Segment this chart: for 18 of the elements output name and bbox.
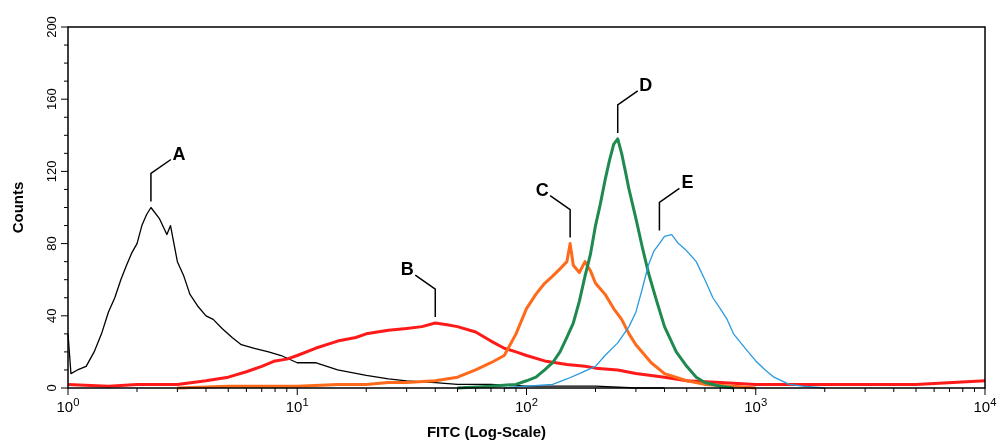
y-tick-label: 80 <box>44 236 59 251</box>
y-tick-label: 200 <box>44 16 59 38</box>
annotation: A <box>172 143 186 164</box>
x-tick-label: 10$^{3}$ <box>744 396 768 415</box>
x-tick-label: 10$^{1}$ <box>285 396 309 415</box>
x-tick-label: 10$^{2}$ <box>515 396 538 415</box>
y-tick-label: 0 <box>44 384 59 392</box>
y-tick-label: 120 <box>44 160 59 183</box>
annotation: C <box>535 179 549 200</box>
x-axis-title: FITC (Log-Scale) <box>426 423 547 440</box>
x-tick-label: 10$^{0}$ <box>56 396 80 415</box>
y-tick-label: 160 <box>44 88 59 111</box>
x-tick-label: 10$^{4}$ <box>973 396 997 415</box>
y-tick-label: 40 <box>44 308 59 324</box>
y-axis-title: Counts <box>9 181 26 234</box>
annotation: D <box>639 74 653 95</box>
annotation: E <box>681 172 694 193</box>
annotation: B <box>400 259 414 280</box>
